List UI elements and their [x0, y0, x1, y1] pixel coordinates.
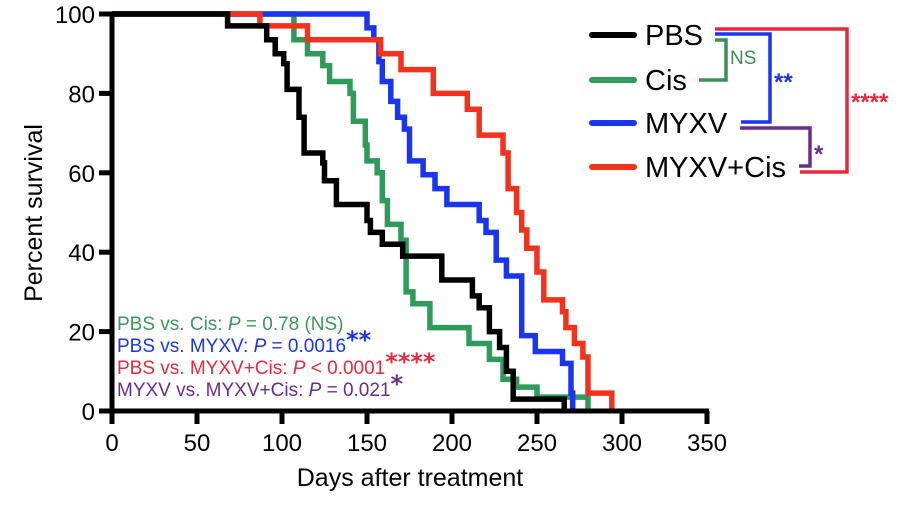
x-tick-label: 50	[184, 430, 211, 457]
comparison-label: MYXV vs. MYXV+Cis:	[117, 380, 309, 401]
p-value: = 0.021	[321, 380, 390, 401]
p-value-line: MYXV vs. MYXV+Cis: P = 0.021*	[117, 370, 404, 401]
axes: 0 50 100 150 200 250 300 350 0 20 40 60 80 100	[55, 2, 727, 457]
y-tick-label: 60	[68, 161, 95, 188]
curve-myxv	[112, 11, 576, 411]
curve-cis	[112, 11, 591, 411]
p-value: = 0.0016	[266, 336, 346, 357]
comparison-label: PBS vs. Cis:	[117, 314, 228, 335]
p-symbol: P	[254, 336, 267, 357]
curve-pbs	[112, 11, 567, 411]
x-axis-title: Days after treatment	[297, 464, 524, 492]
p-value-annotations: PBS vs. Cis: P = 0.78 (NS)PBS vs. MYXV: …	[117, 314, 436, 401]
bracket	[740, 126, 812, 168]
p-value-line: PBS vs. Cis: P = 0.78 (NS)	[117, 314, 344, 335]
x-tick-label: 200	[432, 430, 472, 457]
bracket	[715, 27, 849, 174]
x-tick-label: 250	[517, 430, 557, 457]
curve-myxv-plus-cis	[112, 11, 615, 411]
legend-label: MYXV	[645, 108, 728, 140]
x-tick-label: 150	[347, 430, 387, 457]
bracket	[715, 32, 772, 124]
y-tick-label: 40	[68, 240, 95, 267]
legend: PBS Cis MYXV MYXV+Cis	[589, 20, 786, 184]
bracket	[699, 38, 728, 82]
legend-label: Cis	[645, 65, 687, 97]
comparison-label: PBS vs. MYXV+Cis:	[117, 358, 293, 379]
significance-brackets: NS*******	[699, 27, 889, 174]
p-symbol: P	[228, 314, 241, 335]
p-value: = 0.78 (NS)	[241, 314, 344, 335]
significance-label: ****	[851, 89, 889, 116]
y-tick-label: 0	[82, 399, 95, 426]
significance-stars: **	[346, 326, 372, 354]
y-tick-label: 100	[55, 2, 95, 29]
legend-label: MYXV+Cis	[645, 152, 786, 184]
x-tick-label: 0	[105, 430, 118, 457]
significance-label: **	[774, 69, 793, 96]
p-symbol: P	[293, 358, 306, 379]
p-value: < 0.0001	[305, 358, 385, 379]
p-value-line: PBS vs. MYXV: P = 0.0016**	[117, 326, 372, 357]
comparison-label: PBS vs. MYXV:	[117, 336, 254, 357]
x-tick-label: 300	[602, 430, 642, 457]
significance-stars: ****	[385, 348, 436, 376]
p-symbol: P	[309, 380, 322, 401]
survival-curves	[112, 11, 615, 411]
x-tick-label: 350	[687, 430, 727, 457]
y-axis-title: Percent survival	[20, 124, 48, 302]
significance-label: *	[814, 141, 824, 168]
legend-label: PBS	[645, 20, 703, 52]
significance-label: NS	[730, 48, 756, 69]
y-tick-label: 20	[68, 320, 95, 347]
y-tick-label: 80	[68, 81, 95, 108]
significance-stars: *	[391, 370, 404, 398]
x-tick-label: 100	[262, 430, 302, 457]
p-value-line: PBS vs. MYXV+Cis: P < 0.0001****	[117, 348, 436, 379]
